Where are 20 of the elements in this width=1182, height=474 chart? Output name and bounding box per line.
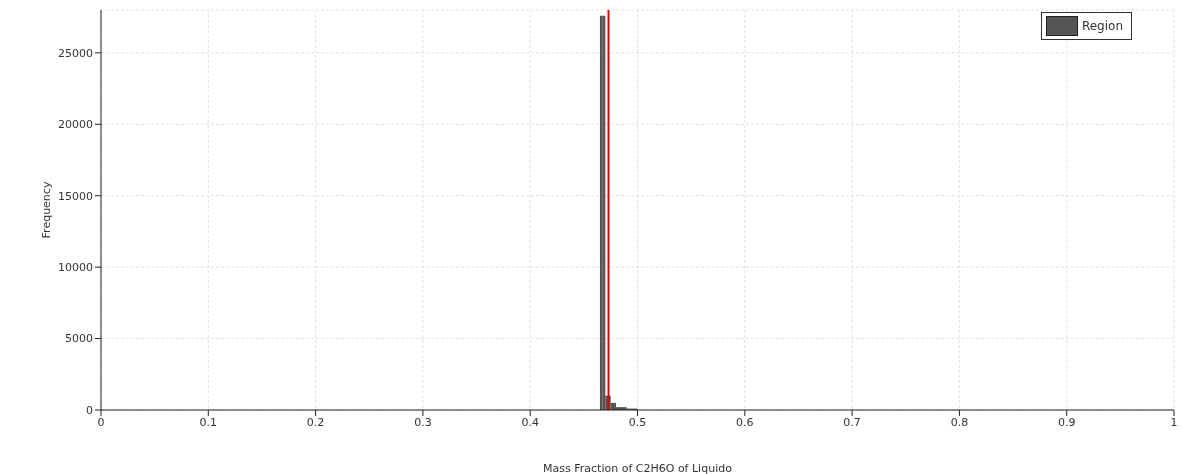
y-tick-label: 20000 <box>58 118 93 132</box>
x-tick-label: 0.4 <box>521 415 539 429</box>
x-tick-label: 0.9 <box>1057 415 1076 429</box>
x-tick-label: 0.8 <box>950 415 969 429</box>
x-tick-label: 0.1 <box>199 415 218 429</box>
x-tick-label: 0.7 <box>843 415 861 429</box>
y-tick-label: 25000 <box>58 46 93 60</box>
x-tick-label: 0.5 <box>628 415 647 429</box>
x-tick-label: 0 <box>97 415 105 429</box>
y-tick-label: 15000 <box>58 189 93 203</box>
x-tick-label: 0.2 <box>306 415 325 429</box>
x-tick-label: 0.6 <box>736 415 754 429</box>
y-axis-title: Frequency <box>39 181 53 239</box>
x-tick-label: 0.3 <box>414 415 432 429</box>
y-tick-label: 10000 <box>58 261 93 275</box>
x-axis-title: Mass Fraction of C2H6O of Liquido <box>543 462 733 474</box>
y-tick-label: 0 <box>86 403 93 417</box>
legend-label: Region <box>1081 19 1123 33</box>
x-tick-label: 1 <box>1170 415 1178 429</box>
y-tick-label: 5000 <box>65 332 93 346</box>
